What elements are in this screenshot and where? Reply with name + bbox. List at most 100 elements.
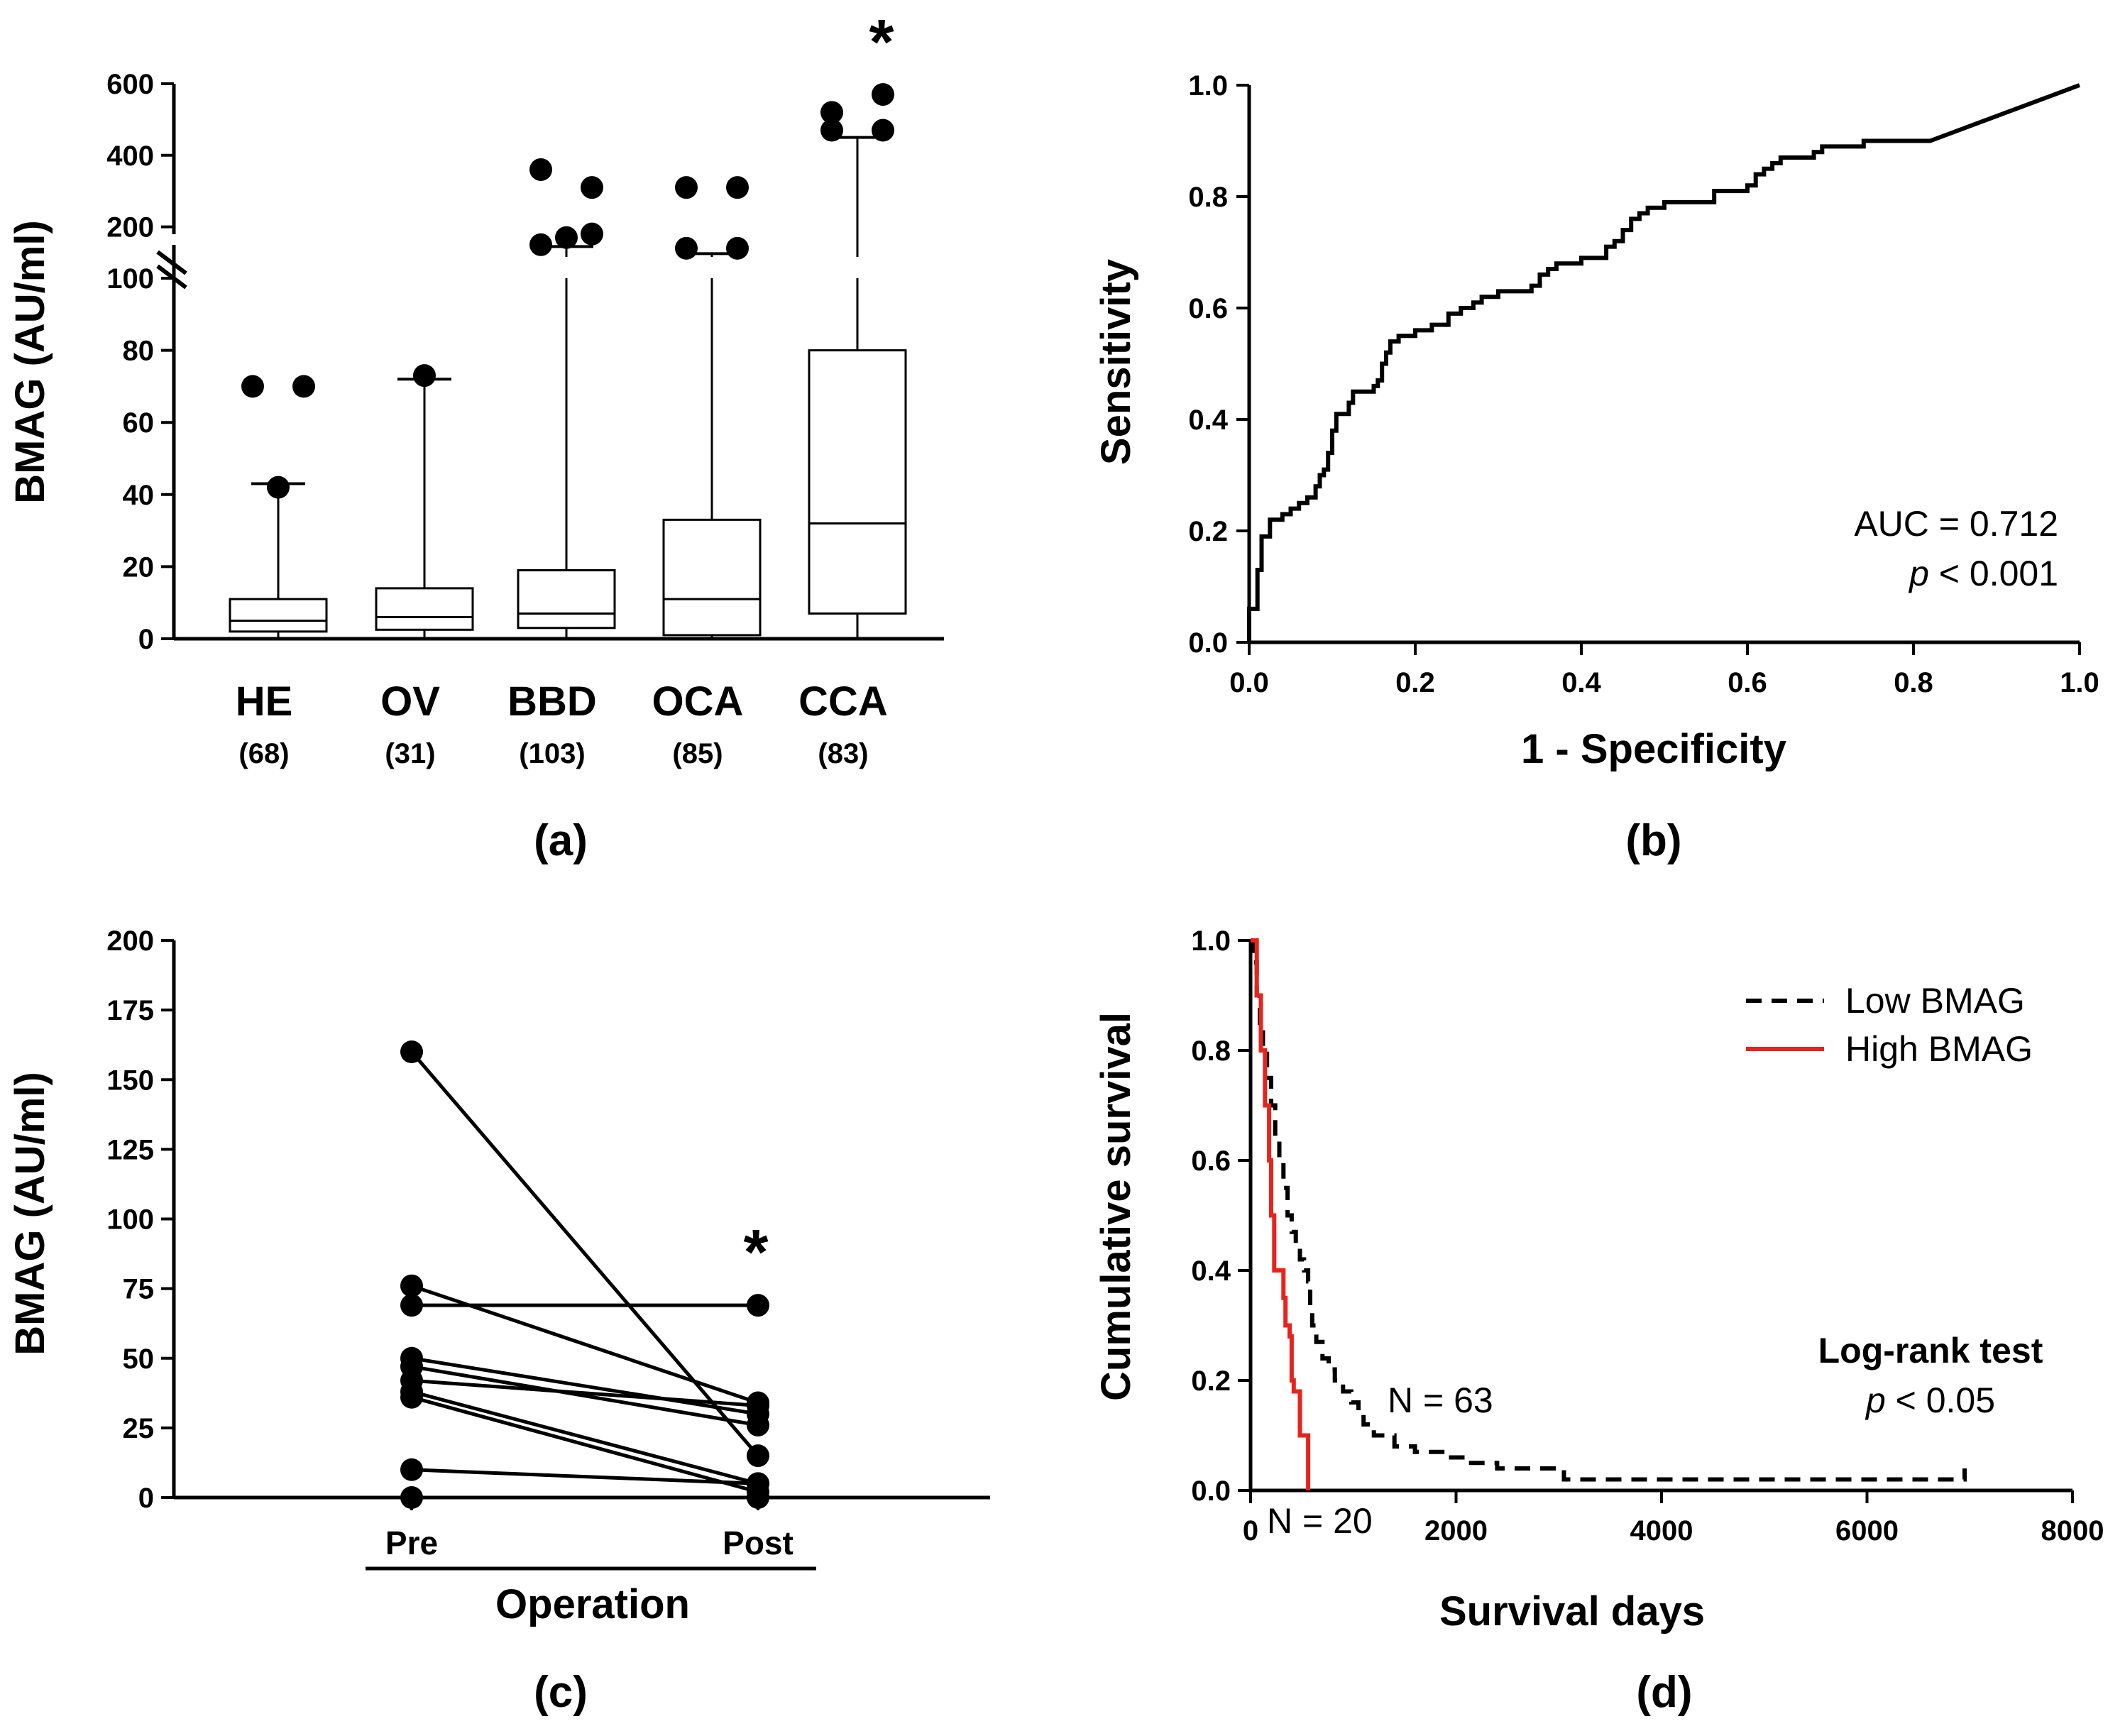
panel-c-xlabel: Operation (495, 1581, 690, 1627)
paired-sample (400, 1458, 769, 1495)
panel-a-ytick-label: 400 (106, 141, 154, 172)
panel-b-xtick-label: 0.2 (1395, 667, 1435, 698)
pre-point (400, 1486, 423, 1509)
panel-d-ytick-label: 0.2 (1191, 1366, 1231, 1397)
panel-d-ytick-label: 0.8 (1191, 1035, 1231, 1067)
outlier-point (675, 176, 698, 199)
panel-d-xtick-label: 8000 (2041, 1515, 2104, 1547)
category-label: HE (236, 679, 293, 725)
logrank-p-value: < 0.05 (1886, 1380, 1995, 1420)
category-label: CCA (798, 679, 888, 725)
panel-a-label: (a) (534, 816, 588, 865)
panel-c-ytick-label: 25 (123, 1413, 155, 1444)
post-point (747, 1294, 769, 1317)
box-ov: OV (31) (375, 364, 474, 769)
post-point (747, 1444, 769, 1468)
paired-sample (400, 1040, 769, 1468)
panel-a-boxplot: BMAG (AU/ml) (a) * 0 20 40 60 80 100 200 400 600… (7, 7, 944, 865)
panel-b-xtick-label: 0.4 (1561, 667, 1601, 698)
panel-b-xtick-label: 0.6 (1728, 667, 1767, 698)
box-iqr (662, 518, 762, 637)
panel-b-p-value: < 0.001 (1929, 554, 2058, 593)
panel-b-xtick-label: 0.8 (1894, 667, 1933, 698)
panel-b-xlabel: 1 - Specificity (1521, 726, 1786, 772)
panel-c-ylabel: BMAG (AU/ml) (7, 1072, 53, 1356)
panel-b-p-annotation: p < 0.001 (1908, 554, 2058, 593)
box-cca: CCA (83) (798, 83, 907, 769)
high-n-annotation: N = 20 (1267, 1501, 1373, 1541)
panel-a-ytick-label: 0 (138, 624, 154, 655)
panel-c-ytick-label: 100 (106, 1204, 154, 1236)
panel-a-ytick-label: 60 (123, 407, 155, 439)
panel-c-ytick-label: 125 (106, 1134, 154, 1165)
panel-c-xtick-label: Post (723, 1525, 794, 1561)
outlier-point (726, 176, 749, 199)
category-label: OCA (652, 679, 744, 725)
post-point (747, 1394, 769, 1417)
panel-b-ytick-label: 0.4 (1188, 405, 1228, 436)
category-count: (85) (672, 738, 723, 769)
panel-b-xtick-label: 0.0 (1229, 667, 1269, 698)
category-count: (83) (818, 738, 868, 769)
outlier-point (529, 233, 552, 256)
outlier-point (241, 375, 264, 398)
box-bbd: BBD (103) (507, 158, 616, 769)
pre-point (400, 1458, 423, 1481)
paired-sample (400, 1355, 769, 1436)
category-label: BBD (507, 679, 597, 725)
panel-d-label: (d) (1636, 1668, 1692, 1717)
panel-c-ytick-label: 175 (106, 995, 154, 1026)
legend-low-label: Low BMAG (1845, 981, 2025, 1021)
outlier-point (872, 119, 894, 142)
post-point (747, 1413, 769, 1436)
panel-a-ytick-label: 20 (123, 551, 155, 583)
panel-a-ytick-label: 200 (106, 212, 154, 243)
box-he: HE (68) (229, 375, 328, 769)
panel-a-ylabel: BMAG (AU/ml) (7, 220, 53, 504)
panel-c-ytick-label: 200 (106, 925, 154, 957)
panel-d-ytick-label: 0.0 (1191, 1476, 1231, 1507)
panel-c-ytick-label: 50 (123, 1344, 155, 1375)
panel-d-xtick-label: 4000 (1630, 1515, 1693, 1547)
category-count: (103) (519, 738, 585, 769)
panel-b-ytick-label: 0.2 (1188, 516, 1228, 547)
roc-curve (1247, 83, 2081, 642)
survival-curve-high (1251, 938, 1311, 1490)
panel-c-ytick-label: 150 (106, 1065, 154, 1096)
legend-high-label: High BMAG (1845, 1029, 2033, 1069)
panel-b-xtick-label: 1.0 (2060, 667, 2099, 698)
panel-d-legend: Low BMAG High BMAG (1746, 981, 2033, 1069)
panel-b-ytick-label: 0.0 (1188, 627, 1228, 659)
outlier-point (675, 236, 698, 260)
outlier-point (820, 119, 843, 142)
panel-d-xlabel: Survival days (1439, 1588, 1705, 1635)
panel-a-ytick-label: 600 (106, 69, 154, 100)
post-point (747, 1486, 769, 1509)
panel-d-ytick-label: 0.6 (1191, 1146, 1231, 1177)
logrank-title: Log-rank test (1818, 1331, 2043, 1370)
panel-a-ytick-label: 40 (123, 480, 155, 511)
panel-b-ytick-label: 0.8 (1188, 182, 1228, 213)
panel-b-auc-annotation: AUC = 0.712 (1854, 504, 2058, 544)
panel-c-paired: BMAG (AU/ml) Operation (c) * 0 25 50 75 100 1… (7, 925, 990, 1717)
panel-d-ylabel: Cumulative survival (1093, 1012, 1139, 1401)
survival-curve-low (1251, 938, 1967, 1482)
panel-b-roc: Sensitivity 1 - Specificity (b) AUC = 0.… (1093, 70, 2099, 865)
panel-d-xtick-label: 0 (1243, 1515, 1258, 1547)
outlier-point (413, 364, 436, 388)
outlier-point (555, 226, 578, 249)
panel-b-label: (b) (1625, 816, 1681, 865)
category-label: OV (380, 679, 440, 725)
panel-a-ytick-label: 100 (106, 263, 154, 295)
pair-line (411, 1356, 759, 1416)
pre-point (400, 1294, 423, 1317)
low-n-annotation: N = 63 (1388, 1380, 1493, 1420)
panel-c-ytick-label: 75 (123, 1274, 155, 1305)
panel-a-axis-break (156, 250, 187, 275)
pre-point (400, 1040, 423, 1063)
box-iqr (517, 568, 616, 630)
paired-sample (400, 1294, 769, 1317)
pair-line (410, 1050, 759, 1457)
pair-line (411, 1468, 759, 1485)
outlier-point (292, 375, 315, 398)
